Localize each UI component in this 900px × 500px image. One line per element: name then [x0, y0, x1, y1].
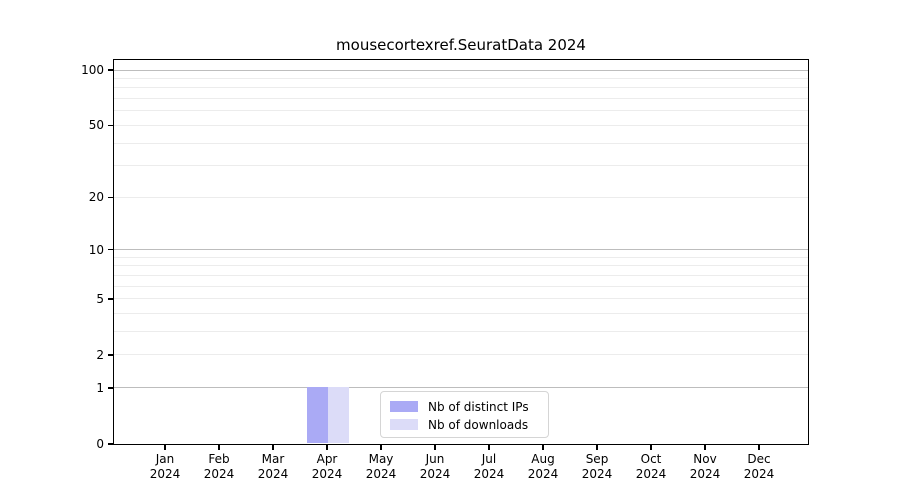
x-tick-mark — [218, 445, 220, 450]
x-tick-label: May 2024 — [365, 452, 397, 481]
gridline — [114, 274, 808, 276]
gridline — [114, 69, 808, 71]
x-tick-mark — [596, 445, 598, 450]
gridline — [114, 265, 808, 267]
x-tick-mark — [326, 445, 328, 450]
gridline — [114, 298, 808, 300]
legend-label-distinct-ips: Nb of distinct IPs — [428, 399, 529, 414]
x-tick-label: Aug 2024 — [527, 452, 559, 481]
y-tick-mark — [108, 248, 113, 251]
x-tick-mark — [434, 445, 436, 450]
x-tick-label: Sep 2024 — [581, 452, 613, 481]
legend-item-downloads: Nb of downloads — [390, 416, 539, 433]
y-tick-mark — [108, 298, 113, 300]
x-tick-label: Mar 2024 — [257, 452, 289, 481]
bar-distinct-ips — [307, 387, 328, 444]
gridline — [114, 124, 808, 126]
x-tick-mark — [704, 445, 706, 450]
chart-title: mousecortexref.SeuratData 2024 — [336, 36, 586, 54]
y-tick-label: 0 — [96, 437, 104, 451]
gridline — [114, 87, 808, 89]
gridline — [114, 98, 808, 100]
y-tick-label: 20 — [88, 190, 104, 205]
plot-area: Nb of distinct IPs Nb of downloads — [113, 59, 809, 445]
gridline — [114, 387, 808, 389]
x-tick-mark — [272, 445, 274, 450]
y-tick-label: 5 — [96, 291, 104, 306]
y-tick-mark — [108, 443, 113, 445]
x-tick-label: Jun 2024 — [419, 452, 451, 481]
gridline — [114, 256, 808, 258]
y-tick-mark — [108, 69, 113, 71]
gridline — [114, 196, 808, 198]
y-tick-label: 10 — [88, 242, 104, 257]
legend-label-downloads: Nb of downloads — [428, 417, 529, 432]
y-tick-label: 1 — [96, 380, 104, 395]
x-tick-mark — [758, 445, 760, 450]
x-tick-label: Apr 2024 — [311, 452, 343, 481]
gridline — [114, 77, 808, 79]
y-tick-label: 2 — [96, 347, 104, 362]
y-tick-mark — [108, 354, 113, 356]
gridline — [114, 354, 808, 356]
x-tick-mark — [488, 445, 490, 450]
x-tick-label: Jan 2024 — [149, 452, 181, 481]
legend-item-distinct-ips: Nb of distinct IPs — [390, 398, 539, 415]
x-tick-label: Jul 2024 — [473, 452, 505, 481]
y-tick-mark — [108, 196, 113, 199]
x-tick-mark — [164, 445, 166, 450]
legend-swatch-distinct-ips — [390, 401, 418, 412]
gridline — [114, 142, 808, 144]
x-tick-mark — [380, 445, 382, 450]
y-tick-label: 50 — [88, 118, 104, 133]
x-tick-label: Dec 2024 — [743, 452, 775, 481]
gridline — [114, 313, 808, 315]
y-tick-label: 100 — [81, 63, 104, 77]
gridline — [114, 285, 808, 287]
legend-swatch-downloads — [390, 419, 418, 430]
bar-downloads — [328, 387, 349, 444]
gridline — [114, 110, 808, 112]
legend: Nb of distinct IPs Nb of downloads — [380, 391, 549, 438]
x-tick-label: Oct 2024 — [635, 452, 667, 481]
x-tick-mark — [542, 445, 544, 450]
gridline — [114, 165, 808, 167]
y-tick-mark — [108, 387, 113, 389]
x-tick-mark — [650, 445, 652, 450]
y-tick-mark — [108, 124, 113, 127]
x-tick-label: Nov 2024 — [689, 452, 721, 481]
gridline — [114, 331, 808, 333]
gridline — [114, 249, 808, 251]
x-tick-label: Feb 2024 — [203, 452, 235, 481]
